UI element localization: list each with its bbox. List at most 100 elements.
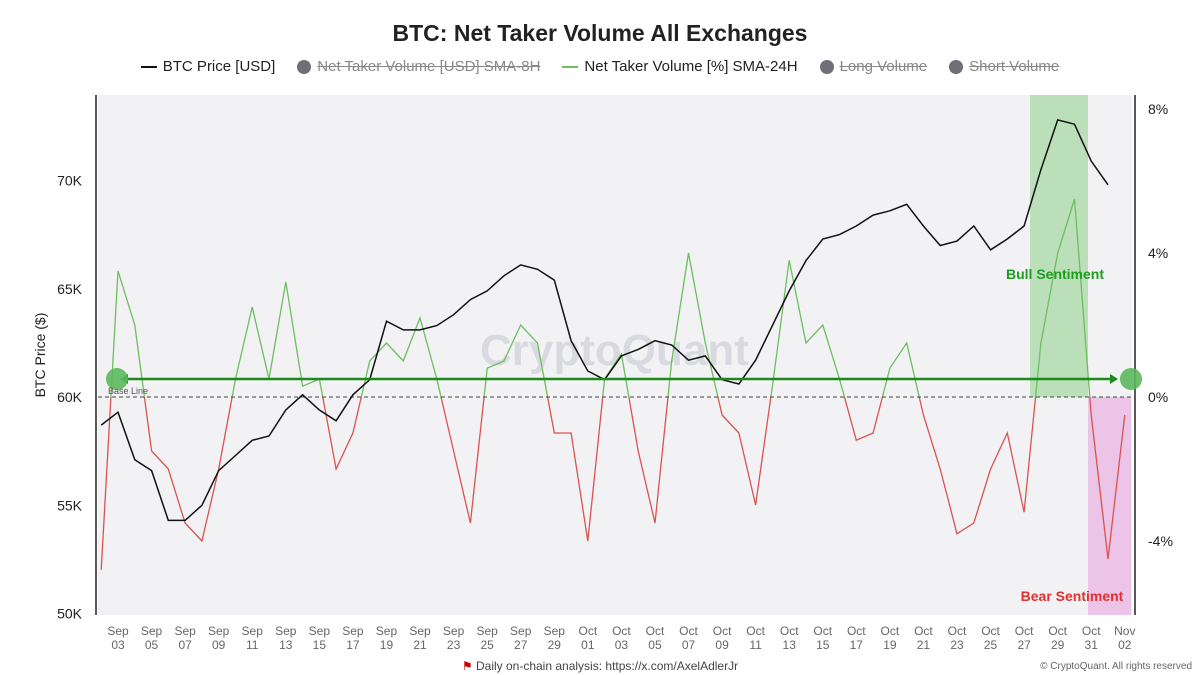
- x-tick-day: 19: [380, 638, 394, 652]
- x-tick-day: 09: [212, 638, 226, 652]
- x-tick-day: 27: [1017, 638, 1031, 652]
- bear-sentiment-region: [1088, 397, 1131, 615]
- x-tick-day: 23: [950, 638, 964, 652]
- y-tick-left: 60K: [57, 389, 83, 405]
- y-axis-label-left: BTC Price ($): [32, 313, 48, 398]
- x-tick-month: Sep: [376, 624, 398, 638]
- x-tick-month: Oct: [1082, 624, 1101, 638]
- x-tick-month: Oct: [646, 624, 665, 638]
- y-tick-left: 70K: [57, 173, 83, 189]
- x-tick-day: 27: [514, 638, 528, 652]
- baseline-label: Base Line: [108, 386, 148, 396]
- legend-label: BTC Price [USD]: [162, 58, 276, 75]
- footer-text: Daily on-chain analysis:: [475, 659, 606, 673]
- x-tick-month: Sep: [476, 624, 498, 638]
- legend-label: Net Taker Volume [%] SMA-24H: [584, 58, 798, 75]
- x-tick-day: 02: [1118, 638, 1132, 652]
- x-tick-month: Oct: [713, 624, 732, 638]
- x-tick-day: 09: [715, 638, 729, 652]
- x-tick-day: 31: [1085, 638, 1099, 652]
- x-tick-month: Oct: [981, 624, 1000, 638]
- legend-line-icon: [562, 65, 579, 68]
- legend-label: Short Volume: [969, 58, 1060, 75]
- net-taker-positive-line: [110, 198, 1091, 397]
- legend-label: Long Volume: [839, 58, 928, 75]
- watermark: CryptoQuant: [480, 326, 749, 375]
- x-tick-month: Oct: [948, 624, 967, 638]
- x-tick-day: 01: [581, 638, 595, 652]
- y-tick-right: 8%: [1148, 101, 1168, 117]
- x-tick-day: 17: [346, 638, 360, 652]
- legend-item[interactable]: BTC Price [USD]: [140, 58, 276, 75]
- legend-dot-icon: [949, 59, 964, 74]
- x-tick-month: Oct: [746, 624, 765, 638]
- x-tick-day: 05: [648, 638, 662, 652]
- x-tick-month: Sep: [342, 624, 364, 638]
- x-tick-month: Oct: [914, 624, 933, 638]
- arrow-head-right: [1110, 374, 1118, 384]
- x-tick-month: Sep: [309, 624, 331, 638]
- footer-link[interactable]: https://x.com/AxelAdlerJr: [605, 659, 739, 673]
- x-tick-day: 19: [883, 638, 897, 652]
- x-tick-day: 13: [783, 638, 797, 652]
- x-tick-month: Oct: [881, 624, 900, 638]
- x-tick-month: Oct: [847, 624, 866, 638]
- baseline-marker-left: [106, 368, 128, 390]
- legend-label: Net Taker Volume [USD] SMA-8H: [317, 58, 541, 75]
- legend-item[interactable]: Long Volume: [819, 58, 928, 75]
- x-tick-day: 13: [279, 638, 293, 652]
- x-tick-month: Oct: [813, 624, 832, 638]
- x-tick-month: Sep: [510, 624, 532, 638]
- y-tick-right: -4%: [1148, 533, 1173, 549]
- x-tick-day: 07: [178, 638, 192, 652]
- x-tick-month: Nov: [1114, 624, 1135, 638]
- x-tick-month: Sep: [409, 624, 431, 638]
- x-tick-month: Sep: [275, 624, 297, 638]
- x-tick-month: Sep: [544, 624, 566, 638]
- x-tick-month: Sep: [208, 624, 230, 638]
- x-tick-day: 21: [917, 638, 931, 652]
- plot-area: [98, 95, 1132, 615]
- y-tick-left: 65K: [57, 281, 83, 297]
- legend-line-icon: [140, 65, 157, 68]
- x-tick-day: 25: [984, 638, 998, 652]
- flag-icon: ⚑: [461, 659, 473, 673]
- x-tick-day: 29: [548, 638, 562, 652]
- y-tick-right: 0%: [1148, 389, 1168, 405]
- legend-dot-icon: [819, 59, 834, 74]
- legend: BTC Price [USD] Net Taker Volume [USD] SM…: [0, 58, 1200, 75]
- chart-title: BTC: Net Taker Volume All Exchanges: [392, 20, 808, 46]
- legend-item[interactable]: Net Taker Volume [USD] SMA-8H: [297, 58, 540, 75]
- x-tick-day: 15: [816, 638, 830, 652]
- bull-sentiment-region: [1030, 95, 1088, 397]
- x-tick-day: 25: [480, 638, 494, 652]
- y-tick-right: 4%: [1148, 245, 1168, 261]
- x-tick-day: 11: [749, 638, 762, 652]
- x-tick-day: 23: [447, 638, 461, 652]
- x-tick-month: Oct: [612, 624, 631, 638]
- x-tick-day: 03: [615, 638, 629, 652]
- baseline-marker-right: [1120, 368, 1142, 390]
- x-tick-month: Oct: [679, 624, 698, 638]
- x-tick-day: 15: [313, 638, 327, 652]
- net-taker-negative-line: [100, 397, 1126, 570]
- legend-item[interactable]: Short Volume: [949, 58, 1059, 75]
- x-tick-month: Oct: [1048, 624, 1067, 638]
- x-tick-month: Sep: [141, 624, 163, 638]
- x-tick-day: 07: [682, 638, 696, 652]
- x-tick-month: Oct: [579, 624, 598, 638]
- x-tick-month: Sep: [443, 624, 465, 638]
- x-tick-month: Sep: [107, 624, 129, 638]
- footer: ⚑ Daily on-chain analysis: https://x.com…: [0, 659, 1200, 673]
- x-tick-day: 21: [413, 638, 427, 652]
- y-tick-left: 50K: [57, 606, 83, 622]
- legend-item[interactable]: Net Taker Volume [%] SMA-24H: [562, 58, 798, 75]
- legend-dot-icon: [297, 59, 312, 74]
- x-tick-day: 03: [111, 638, 125, 652]
- x-tick-month: Sep: [174, 624, 196, 638]
- bear-sentiment-label: Bear Sentiment: [1021, 588, 1124, 604]
- bull-sentiment-label: Bull Sentiment: [1006, 266, 1104, 282]
- x-tick-month: Oct: [1015, 624, 1034, 638]
- x-tick-month: Sep: [242, 624, 264, 638]
